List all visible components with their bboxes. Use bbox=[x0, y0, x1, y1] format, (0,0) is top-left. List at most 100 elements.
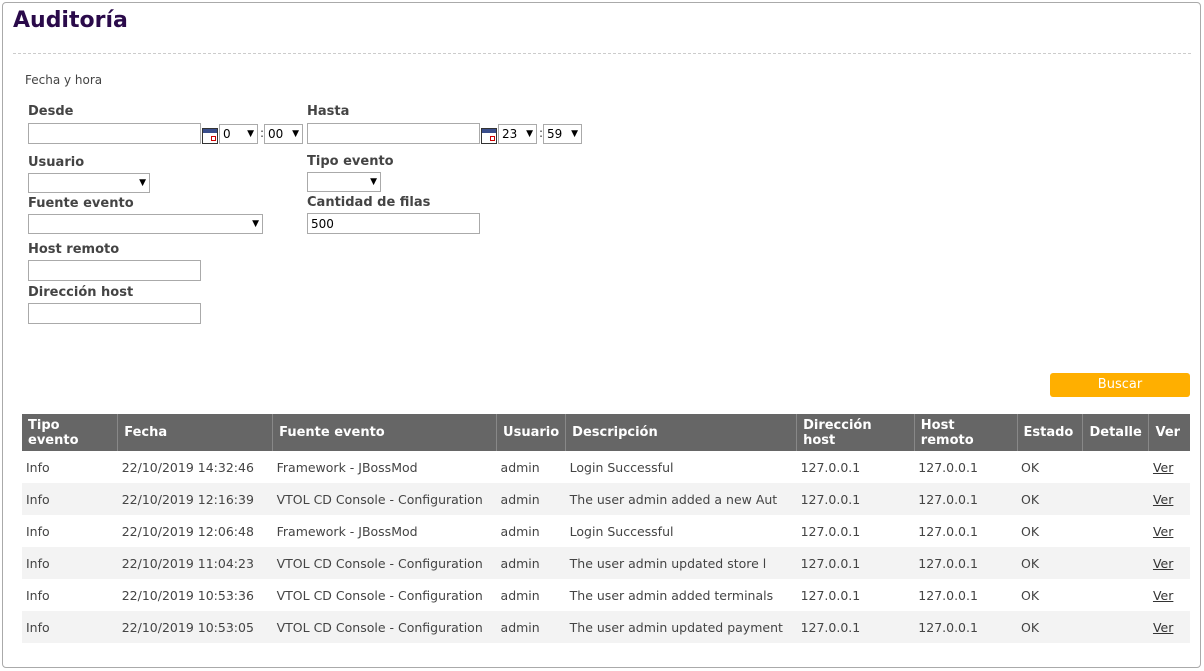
table-row: Info 22/10/2019 12:16:39 VTOL CD Console -… bbox=[22, 483, 1190, 515]
ver-link[interactable]: Ver bbox=[1152, 587, 1174, 603]
cell-detalle bbox=[1083, 451, 1149, 483]
time-separator: : bbox=[260, 126, 265, 140]
column-header-fecha: Fecha bbox=[117, 414, 274, 451]
cell-tipo-evento: Info bbox=[26, 523, 50, 539]
cell-detalle bbox=[1083, 515, 1149, 547]
cell-descripcion: Login Successful bbox=[569, 523, 674, 539]
desde-hour-value: 0 bbox=[223, 127, 231, 141]
cell-fuente-evento: Framework - JBossMod bbox=[276, 523, 418, 539]
cell-tipo-evento: Info bbox=[22, 483, 118, 515]
cell-descripcion: Login Successful bbox=[569, 459, 674, 475]
cell-descripcion: The user admin updated payment bbox=[565, 611, 797, 643]
cell-usuario: admin bbox=[500, 523, 540, 539]
cell-tipo-evento: Info bbox=[22, 547, 118, 579]
cell-fecha: 22/10/2019 14:32:46 bbox=[121, 459, 254, 475]
search-button[interactable]: Buscar bbox=[1050, 373, 1190, 397]
cell-estado: OK bbox=[1021, 587, 1040, 603]
cell-host-remoto: 127.0.0.1 bbox=[918, 459, 978, 475]
cell-descripcion: The user admin updated store l bbox=[565, 547, 797, 579]
chevron-down-icon: ▼ bbox=[370, 177, 377, 187]
ver-link[interactable]: Ver bbox=[1152, 555, 1174, 571]
calendar-icon[interactable] bbox=[481, 128, 497, 144]
desde-label: Desde bbox=[28, 104, 74, 119]
direccion-host-label: Dirección host bbox=[28, 285, 134, 300]
ver-link[interactable]: Ver bbox=[1152, 491, 1174, 507]
usuario-select[interactable]: ▼ bbox=[28, 173, 150, 193]
ver-link[interactable]: Ver bbox=[1152, 619, 1174, 635]
cell-direccion-host: 127.0.0.1 bbox=[800, 523, 861, 539]
column-header-ver: Ver bbox=[1148, 414, 1190, 451]
ver-link[interactable]: Ver bbox=[1152, 459, 1174, 475]
desde-date-input[interactable] bbox=[28, 123, 201, 144]
column-header-host-remoto: Host remoto bbox=[914, 414, 1018, 451]
table-row: Info 22/10/2019 14:32:46 Framework - JBoss… bbox=[22, 451, 1190, 483]
cell-tipo-evento: Info bbox=[26, 587, 50, 603]
cell-tipo-evento: Info bbox=[22, 611, 118, 643]
section-label: Fecha y hora bbox=[25, 73, 103, 87]
cell-detalle bbox=[1083, 579, 1149, 611]
cell-descripcion: The user admin added a new Aut bbox=[565, 483, 797, 515]
cell-ver: Ver bbox=[1148, 547, 1190, 579]
time-separator: : bbox=[539, 126, 544, 140]
host-remoto-label: Host remoto bbox=[28, 242, 120, 257]
column-header-estado: Estado bbox=[1017, 414, 1084, 451]
cell-fecha: 22/10/2019 12:16:39 bbox=[117, 483, 273, 515]
desde-hour-select[interactable]: 0 ▼ bbox=[219, 124, 258, 144]
cell-estado: OK bbox=[1021, 459, 1040, 475]
cell-host-remoto: 127.0.0.1 bbox=[914, 483, 1018, 515]
chevron-down-icon: ▼ bbox=[247, 129, 254, 139]
table-row: Info 22/10/2019 10:53:05 VTOL CD Console -… bbox=[22, 611, 1190, 643]
cell-usuario: admin bbox=[496, 483, 566, 515]
cell-host-remoto: 127.0.0.1 bbox=[918, 523, 978, 539]
ver-link[interactable]: Ver bbox=[1152, 523, 1174, 539]
desde-minute-select[interactable]: 00 ▼ bbox=[264, 124, 303, 144]
chevron-down-icon: ▼ bbox=[571, 129, 578, 139]
cell-direccion-host: 127.0.0.1 bbox=[796, 611, 915, 643]
table-header-row: Tipo evento Fecha Fuente evento Usuario Desc… bbox=[22, 414, 1190, 451]
column-header-tipo-evento: Tipo evento bbox=[22, 414, 119, 451]
column-header-fuente-evento: Fuente evento bbox=[272, 414, 498, 451]
cell-descripcion: The user admin added terminals bbox=[569, 587, 774, 603]
cell-detalle bbox=[1082, 547, 1149, 579]
cell-detalle bbox=[1082, 483, 1149, 515]
cell-direccion-host: 127.0.0.1 bbox=[800, 459, 861, 475]
cell-fecha: 22/10/2019 10:53:05 bbox=[117, 611, 273, 643]
table-row: Info 22/10/2019 11:04:23 VTOL CD Console -… bbox=[22, 547, 1190, 579]
host-remoto-input[interactable] bbox=[28, 260, 201, 281]
cell-estado: OK bbox=[1017, 547, 1083, 579]
hasta-hour-value: 23 bbox=[502, 127, 518, 141]
hasta-hour-select[interactable]: 23 ▼ bbox=[498, 124, 537, 144]
calendar-icon[interactable] bbox=[202, 128, 218, 144]
hasta-minute-select[interactable]: 59 ▼ bbox=[543, 124, 582, 144]
fuente-evento-select[interactable]: ▼ bbox=[28, 214, 263, 234]
cell-fuente-evento: VTOL CD Console - Configuration bbox=[272, 611, 497, 643]
column-header-descripcion: Descripción bbox=[565, 414, 798, 451]
cell-ver: Ver bbox=[1148, 611, 1190, 643]
hasta-label: Hasta bbox=[307, 104, 350, 119]
cell-direccion-host: 127.0.0.1 bbox=[800, 587, 861, 603]
cell-tipo-evento: Info bbox=[26, 459, 50, 475]
hasta-date-input[interactable] bbox=[307, 123, 480, 144]
cell-estado: OK bbox=[1017, 611, 1083, 643]
cell-usuario: admin bbox=[496, 611, 566, 643]
column-header-direccion-host: Dirección host bbox=[796, 414, 915, 451]
cell-fuente-evento: VTOL CD Console - Configuration bbox=[276, 587, 483, 603]
tipo-evento-select[interactable]: ▼ bbox=[307, 172, 381, 192]
usuario-label: Usuario bbox=[28, 155, 85, 170]
cell-ver: Ver bbox=[1149, 515, 1190, 547]
chevron-down-icon: ▼ bbox=[526, 129, 533, 139]
table-row: Info 22/10/2019 10:53:36 VTOL CD Console -… bbox=[22, 579, 1190, 611]
cell-host-remoto: 127.0.0.1 bbox=[914, 547, 1018, 579]
cantidad-filas-input[interactable] bbox=[307, 213, 480, 234]
chevron-down-icon: ▼ bbox=[139, 178, 146, 188]
cell-estado: OK bbox=[1017, 483, 1083, 515]
cell-estado: OK bbox=[1021, 523, 1040, 539]
column-header-detalle: Detalle bbox=[1082, 414, 1150, 451]
cantidad-filas-label: Cantidad de filas bbox=[307, 195, 431, 210]
cell-direccion-host: 127.0.0.1 bbox=[796, 483, 915, 515]
direccion-host-input[interactable] bbox=[28, 303, 201, 324]
cell-fuente-evento: VTOL CD Console - Configuration bbox=[272, 483, 497, 515]
fuente-evento-label: Fuente evento bbox=[28, 196, 134, 211]
cell-usuario: admin bbox=[496, 547, 566, 579]
